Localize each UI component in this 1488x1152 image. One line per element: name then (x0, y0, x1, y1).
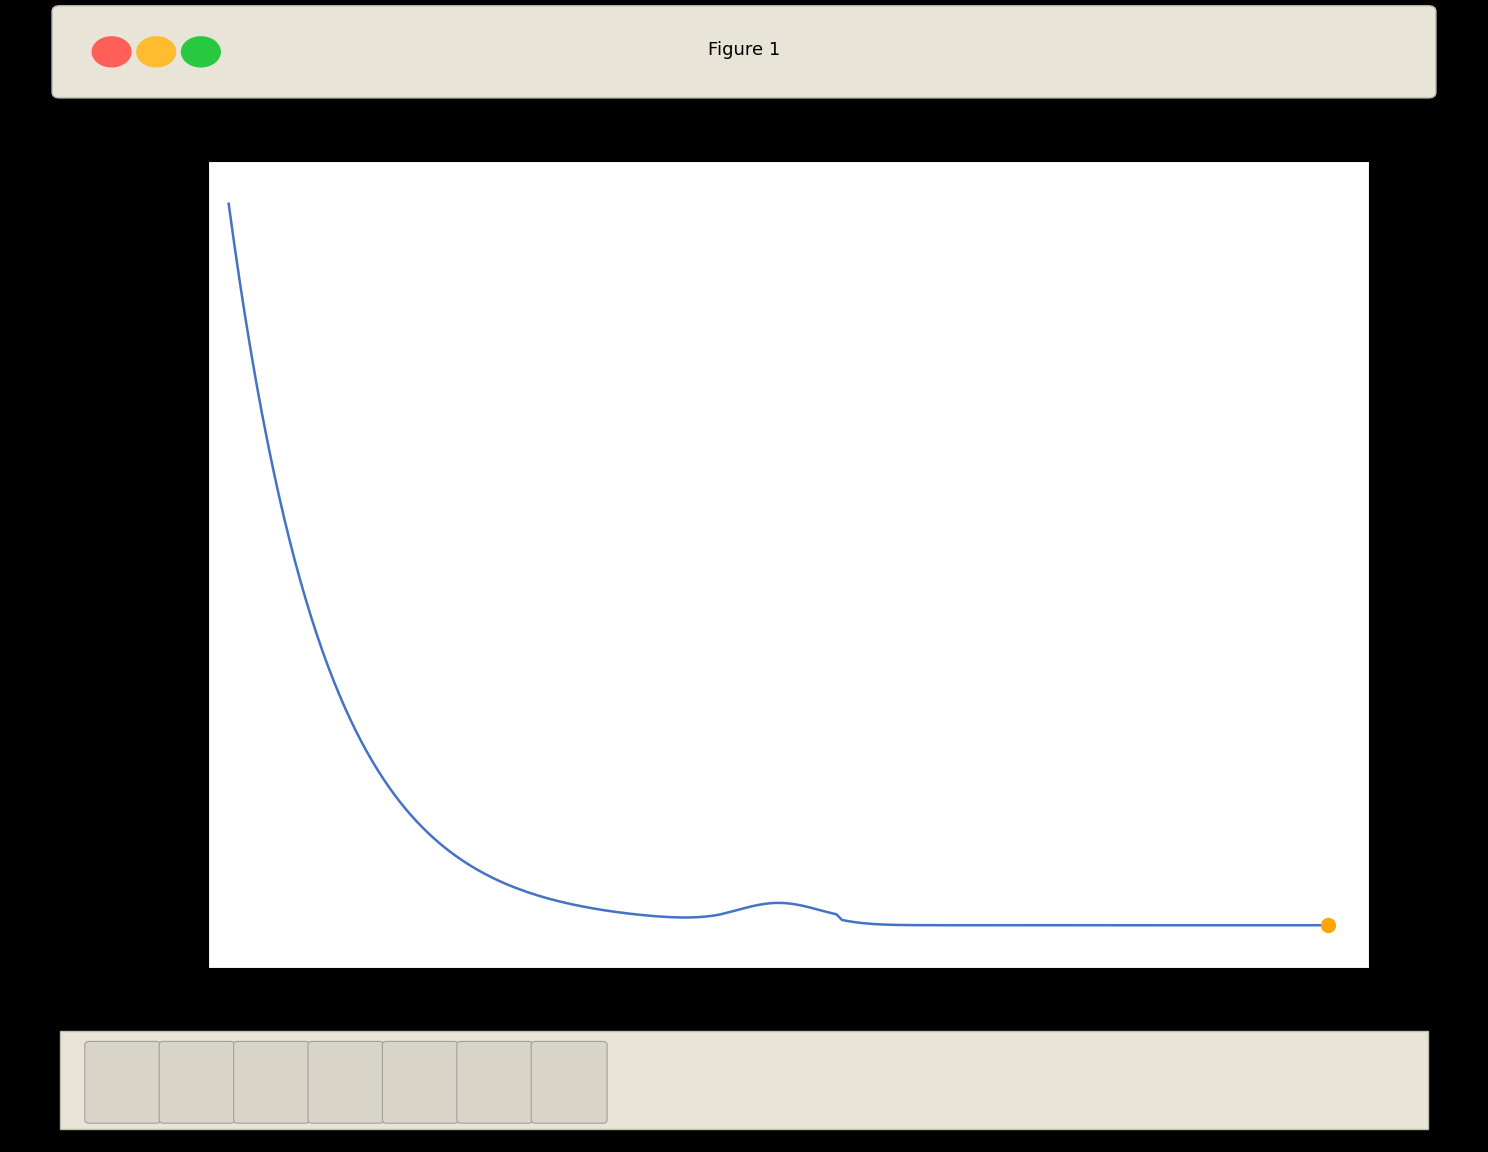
FancyBboxPatch shape (308, 1041, 384, 1123)
Circle shape (92, 37, 131, 67)
FancyBboxPatch shape (60, 1031, 1428, 1129)
Circle shape (137, 37, 176, 67)
Title: i, e - E[-1]: i, e - E[-1] (734, 129, 844, 149)
FancyBboxPatch shape (531, 1041, 607, 1123)
FancyBboxPatch shape (457, 1041, 533, 1123)
FancyBboxPatch shape (85, 1041, 161, 1123)
FancyBboxPatch shape (52, 6, 1436, 98)
FancyBboxPatch shape (382, 1041, 458, 1123)
FancyBboxPatch shape (159, 1041, 235, 1123)
Text: Figure 1: Figure 1 (708, 40, 780, 59)
FancyBboxPatch shape (234, 1041, 310, 1123)
Circle shape (182, 37, 220, 67)
